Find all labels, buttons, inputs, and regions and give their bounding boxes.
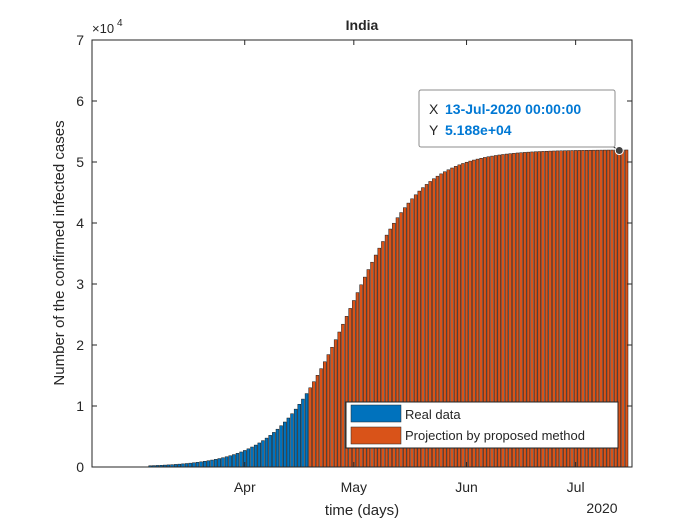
- x-tick-label: Apr: [234, 479, 256, 495]
- bar-real-data: [206, 460, 211, 468]
- bar-real-data: [199, 461, 203, 468]
- bar-real-data: [195, 462, 200, 468]
- y-tick-label: 2: [76, 337, 84, 353]
- bar-real-data: [221, 457, 225, 468]
- bar-projection: [624, 149, 629, 468]
- y-tick-label: 7: [76, 32, 84, 48]
- bar-real-data: [210, 459, 214, 468]
- bar-real-data: [297, 404, 301, 468]
- datatip-y-value: 5.188e+04: [445, 122, 512, 138]
- y-tick-label: 1: [76, 398, 84, 414]
- bar-real-data: [301, 398, 305, 468]
- bar-real-data: [283, 421, 287, 468]
- bar-real-data: [279, 425, 283, 468]
- bar-real-data: [188, 462, 192, 468]
- bar-real-data: [286, 417, 291, 468]
- bar-real-data: [213, 459, 218, 468]
- bar-real-data: [253, 444, 258, 468]
- bar-projection: [333, 339, 338, 468]
- legend-swatch-real-data: [350, 404, 402, 423]
- bar-projection: [308, 387, 312, 468]
- y-tick-label: 3: [76, 276, 84, 292]
- bar-real-data: [203, 461, 207, 468]
- y-ticks: 0 1 2 3 4 5 6 7: [76, 32, 632, 475]
- datatip-y-label: Y: [429, 122, 439, 138]
- bar-real-data: [290, 413, 294, 468]
- bar-real-data: [232, 454, 236, 468]
- y-tick-label: 5: [76, 154, 84, 170]
- y-tick-label: 4: [76, 215, 84, 231]
- legend-label-projection: Projection by proposed method: [405, 428, 585, 443]
- bar-real-data: [224, 456, 229, 468]
- bar-real-data: [293, 408, 298, 468]
- bar-real-data: [272, 432, 276, 468]
- bar-projection: [621, 149, 625, 468]
- x-year-label: 2020: [586, 500, 617, 516]
- bar-projection: [315, 375, 320, 468]
- bar-real-data: [257, 442, 261, 468]
- bar-real-data: [217, 458, 221, 468]
- y-exponent-base: ×10: [92, 21, 114, 36]
- y-tick-label: 6: [76, 93, 84, 109]
- bar-real-data: [192, 462, 196, 468]
- bar-real-data: [275, 428, 280, 468]
- x-tick-label: May: [341, 479, 367, 495]
- chart-title: India: [346, 17, 379, 33]
- bar-real-data: [184, 463, 189, 468]
- bar-real-data: [268, 435, 272, 468]
- legend-label-real-data: Real data: [405, 407, 461, 422]
- bar-real-data: [239, 451, 243, 468]
- datatip-x-value: 13-Jul-2020 00:00:00: [445, 101, 581, 117]
- bar-projection: [323, 361, 327, 468]
- bar-projection: [326, 354, 331, 468]
- x-ticks: Apr May Jun Jul: [234, 40, 585, 495]
- x-tick-label: Jun: [455, 479, 478, 495]
- bar-real-data: [264, 437, 269, 468]
- datatip-box: [418, 89, 616, 148]
- bar-real-data: [228, 455, 232, 468]
- y-tick-label: 0: [76, 459, 84, 475]
- y-axis-label: Number of the confirmed infected cases: [51, 120, 68, 385]
- axes-box: [91, 39, 633, 468]
- legend-swatch-projection: [350, 426, 402, 445]
- bar-projection: [337, 331, 341, 468]
- datatip[interactable]: X 13-Jul-2020 00:00:00 Y 5.188e+04: [418, 89, 624, 156]
- bar-projection: [319, 368, 323, 468]
- bar-real-data: [304, 393, 309, 468]
- bar-real-data: [246, 448, 251, 468]
- bars: [148, 149, 629, 468]
- x-axis-label: time (days): [325, 502, 399, 519]
- datatip-x-label: X: [429, 101, 439, 117]
- datatip-marker[interactable]: [614, 146, 624, 156]
- bar-real-data: [235, 453, 240, 468]
- x-tick-label: Jul: [567, 479, 585, 495]
- y-exponent-power: 4: [117, 18, 123, 29]
- bar-projection: [341, 323, 345, 468]
- bar-projection: [312, 381, 316, 468]
- legend[interactable]: Real data Projection by proposed method: [345, 401, 619, 449]
- bar-real-data: [261, 440, 265, 468]
- bar-projection: [330, 346, 334, 468]
- bar-real-data: [250, 446, 254, 468]
